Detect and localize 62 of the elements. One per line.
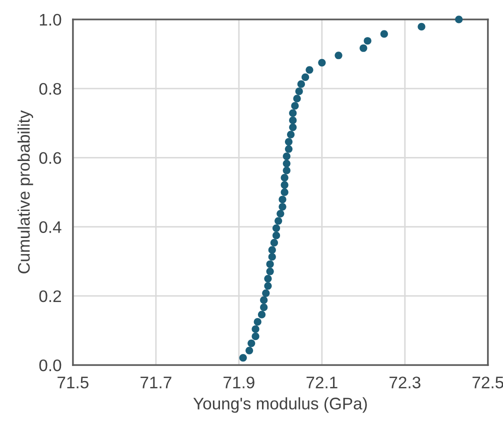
- point: [284, 145, 293, 153]
- y-axis-title: Cumulative probability: [18, 110, 34, 274]
- x-tick-label: 72.1: [306, 376, 338, 388]
- point: [380, 30, 388, 38]
- point: [284, 138, 293, 146]
- point: [364, 37, 372, 45]
- point: [245, 346, 254, 354]
- point: [418, 22, 426, 30]
- point: [260, 304, 268, 312]
- point: [282, 160, 290, 168]
- point: [278, 202, 286, 211]
- x-tick-label: 71.7: [140, 376, 172, 388]
- point: [264, 274, 272, 282]
- y-tick-label: 0.4: [39, 221, 62, 234]
- point: [268, 253, 276, 261]
- point: [266, 260, 274, 268]
- x-tick-label: 72.3: [390, 376, 420, 388]
- point: [272, 224, 280, 232]
- point: [272, 232, 280, 240]
- point: [260, 296, 268, 304]
- x-axis-title: Young's modulus (GPa): [193, 397, 367, 413]
- point: [266, 268, 274, 276]
- x-tick-label: 71.5: [58, 376, 88, 388]
- point: [318, 58, 326, 66]
- point: [274, 217, 282, 225]
- point: [280, 174, 288, 182]
- point: [254, 318, 262, 326]
- point: [264, 282, 272, 290]
- point: [268, 246, 276, 254]
- point: [295, 88, 303, 96]
- point: [455, 16, 463, 24]
- point: [280, 188, 288, 196]
- x-tick-label: 71.9: [224, 376, 254, 388]
- point: [278, 196, 286, 204]
- point: [258, 310, 266, 318]
- x-tick-label: 72.5: [472, 376, 503, 388]
- point: [360, 44, 368, 52]
- point: [252, 332, 260, 340]
- point: [289, 123, 297, 132]
- y-tick-label: 0.8: [39, 82, 62, 95]
- y-tick-label: 0.0: [39, 359, 62, 372]
- y-tick-label: 0.6: [39, 152, 62, 164]
- point: [282, 152, 290, 160]
- point: [334, 52, 342, 60]
- y-tick-label: 0.2: [39, 290, 61, 302]
- point: [297, 80, 305, 88]
- point: [282, 166, 290, 174]
- y-tick-label: 1.0: [40, 14, 62, 26]
- point: [291, 102, 299, 110]
- point: [270, 238, 278, 246]
- point: [293, 94, 301, 102]
- point: [306, 66, 314, 74]
- point: [248, 339, 256, 348]
- point: [252, 325, 260, 333]
- point: [289, 116, 297, 124]
- point: [280, 181, 288, 189]
- point: [239, 354, 247, 362]
- point: [302, 73, 310, 81]
- point: [289, 109, 297, 117]
- point: [276, 210, 284, 218]
- point: [286, 130, 295, 138]
- point: [262, 289, 270, 297]
